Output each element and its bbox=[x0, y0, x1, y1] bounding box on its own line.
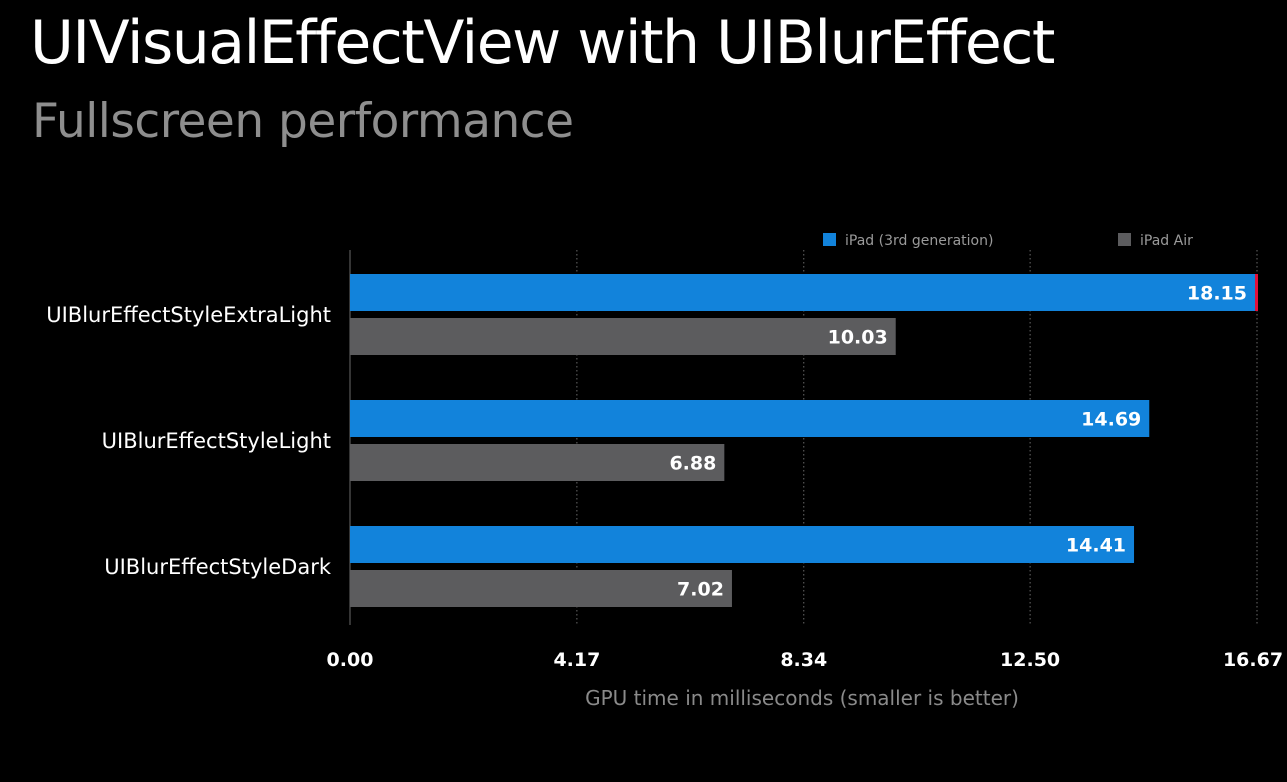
bar bbox=[350, 400, 1150, 437]
legend-label: iPad Air bbox=[1140, 233, 1193, 249]
legend-swatch bbox=[1118, 233, 1131, 246]
bar bbox=[350, 526, 1135, 563]
bar bbox=[350, 570, 732, 607]
category-label: UIBlurEffectStyleDark bbox=[104, 555, 332, 579]
bar bbox=[350, 444, 725, 481]
x-tick-label: 0.00 bbox=[327, 649, 374, 671]
bar-value-label: 14.41 bbox=[1066, 535, 1126, 557]
category-label: UIBlurEffectStyleLight bbox=[102, 429, 331, 453]
bar bbox=[350, 318, 896, 355]
bar-value-label: 7.02 bbox=[677, 579, 724, 601]
x-axis-title: GPU time in milliseconds (smaller is bet… bbox=[585, 686, 1019, 710]
bar-value-label: 18.15 bbox=[1187, 283, 1247, 305]
x-tick-label: 4.17 bbox=[553, 649, 600, 671]
legend-label: iPad (3rd generation) bbox=[845, 233, 993, 249]
bar bbox=[350, 274, 1257, 311]
bar-value-label: 10.03 bbox=[828, 327, 888, 349]
slide-title: UIVisualEffectView with UIBlurEffect bbox=[30, 8, 1055, 78]
slide-subtitle: Fullscreen performance bbox=[32, 94, 574, 149]
x-tick-label: 12.50 bbox=[1000, 649, 1060, 671]
overflow-marker bbox=[1255, 274, 1258, 311]
x-tick-label: 8.34 bbox=[780, 649, 827, 671]
x-tick-label: 16.67 bbox=[1223, 649, 1283, 671]
bar-value-label: 6.88 bbox=[669, 453, 716, 475]
category-label: UIBlurEffectStyleExtraLight bbox=[46, 303, 331, 327]
legend-swatch bbox=[823, 233, 836, 246]
bar-value-label: 14.69 bbox=[1081, 409, 1141, 431]
